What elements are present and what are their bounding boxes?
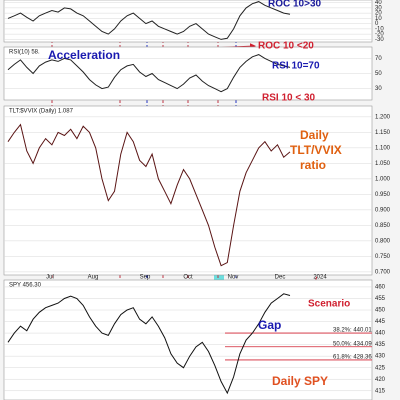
annotation: Scenario [308,299,350,310]
data-line [7,293,291,395]
x-tick-label: 2024 [313,275,327,281]
annotation: Acceleration [48,48,120,62]
x-tick-label: Aug [88,275,99,281]
annotation: RSI 10=70 [272,61,320,72]
y-tick-label: 1.200 [375,114,391,120]
y-tick-label: 0 [375,21,379,27]
y-tick-label: 0.900 [375,207,391,213]
y-tick-label: 455 [375,296,386,302]
annotation: TLT/VVIX [290,143,342,157]
y-tick-label: 10 [375,16,382,22]
y-tick-label: 0.850 [375,223,391,229]
fib-label: 38.2%: 440.01 [333,328,372,334]
annotation: Daily [300,128,329,142]
x-tick-label: Nov [228,275,239,281]
y-tick-label: 435 [375,342,386,348]
y-tick-label: 425 [375,365,386,371]
annotation: ROC 10 <20 [258,41,314,52]
y-tick-label: 0.750 [375,254,391,260]
x-tick-label: Jul [46,275,54,281]
fib-label: 61.8%: 428.36 [333,355,372,361]
annotation: ratio [300,158,326,172]
y-tick-label: 0.700 [375,269,391,275]
data-line [7,1,291,40]
y-tick-label: 70 [375,56,382,62]
y-tick-label: 450 [375,308,386,314]
y-tick-label: 0.800 [375,238,391,244]
panel-title: RSI(10) 58. [9,50,40,56]
annotation: Gap [258,318,281,332]
data-line [7,54,291,93]
y-tick-label: -20 [375,32,384,38]
y-tick-label: 0.950 [375,192,391,198]
y-tick-label: 420 [375,377,386,383]
data-line [7,123,291,267]
y-tick-label: 1.150 [375,130,391,136]
x-tick-label: Dec [275,275,286,281]
y-tick-label: 460 [375,285,386,291]
panel-title: SPY 456.30 [9,283,42,289]
y-tick-label: 40 [375,0,382,6]
y-tick-label: 1.100 [375,145,391,151]
panel [3,279,373,400]
y-tick-label: 440 [375,331,386,337]
y-tick-label: -10 [375,26,384,32]
panel-title: TLT:$VVIX (Daily) 1.087 [9,109,74,115]
y-tick-label: -30 [375,37,384,43]
y-tick-label: 1.000 [375,176,391,182]
y-tick-label: 1.050 [375,161,391,167]
panel [3,0,373,43]
x-tick-label: Oct [183,275,193,281]
fib-label: 50.0%: 434.09 [333,341,372,347]
annotation: Daily SPY [272,374,328,388]
y-tick-label: 415 [375,388,386,394]
annotation: RSI 10 < 30 [262,93,316,104]
y-tick-label: 30 [375,86,382,92]
annotation: ROC 10>30 [268,0,322,10]
x-tick-label: Sep [140,275,151,281]
y-tick-label: 30 [375,5,382,11]
y-tick-label: 445 [375,319,386,325]
y-tick-label: 430 [375,354,386,360]
y-tick-label: 20 [375,11,382,17]
y-tick-label: 50 [375,71,382,77]
